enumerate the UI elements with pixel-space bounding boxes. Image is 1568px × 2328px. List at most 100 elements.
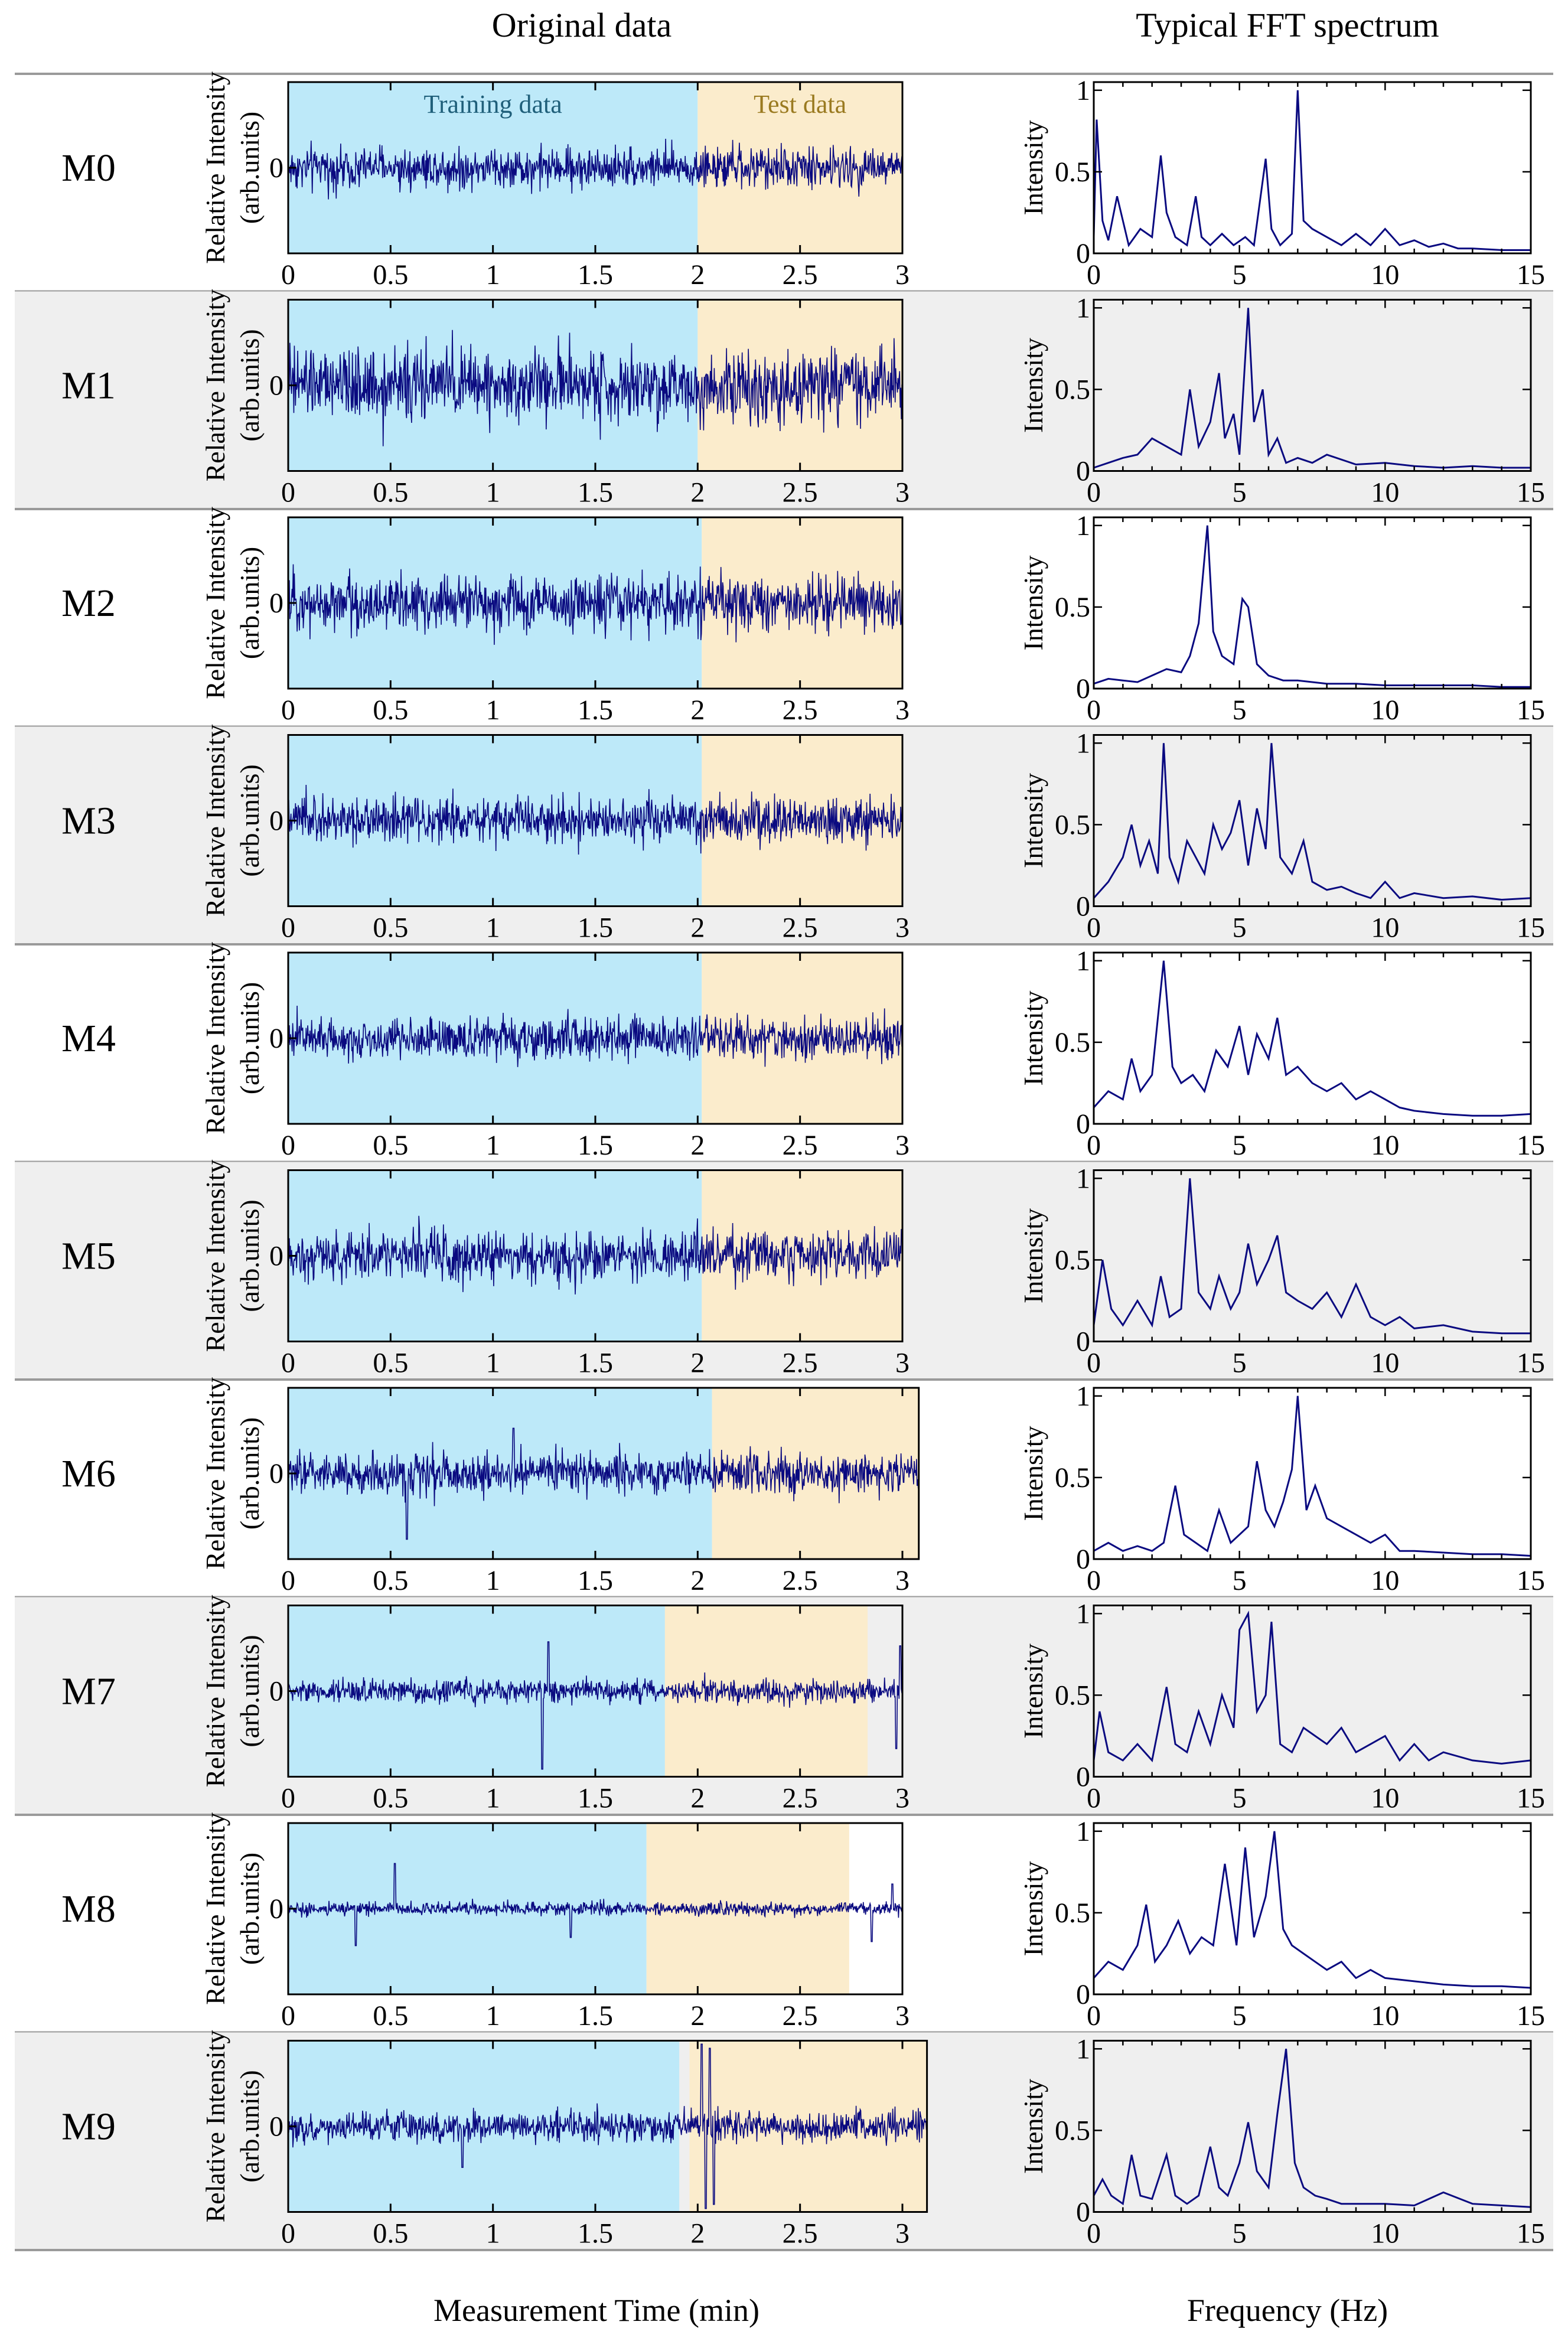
row-label: M5 [61, 1235, 116, 1278]
signal-trace [288, 1005, 903, 1067]
time-ylabel-line2: (arb.units) [234, 764, 265, 876]
row-group: M0 Training data Test data 0 0.5 1 1.5 2 2.5 3 0 Re… [61, 71, 1545, 291]
time-tick-label: 0.5 [373, 2218, 408, 2249]
signal-trace [288, 2043, 928, 2209]
time-tick-label: 0.5 [373, 477, 408, 508]
time-tick-label: 1 [486, 912, 500, 944]
fft-ytick-label: 0 [1076, 1979, 1090, 2010]
time-tick-label: 1 [486, 1130, 500, 1161]
time-ylabel-line2: (arb.units) [234, 1853, 265, 1965]
time-ytick-label: 0 [269, 1241, 283, 1272]
fft-tick-label: 0 [1087, 477, 1101, 508]
fft-tick-label: 0 [1087, 1565, 1101, 1596]
time-tick-label: 0 [281, 912, 295, 944]
time-tick-label: 1.5 [578, 1130, 613, 1161]
time-tick-label: 0 [281, 2000, 295, 2032]
row-label: M4 [61, 1017, 116, 1060]
time-tick-label: 1 [486, 695, 500, 726]
fft-tick-label: 5 [1233, 912, 1247, 944]
time-ylabel-line1: Relative Intensity [200, 942, 230, 1134]
fft-ylabel: Intensity [1018, 773, 1048, 868]
time-ylabel-line1: Relative Intensity [200, 2030, 230, 2223]
time-ylabel-line2: (arb.units) [234, 2070, 265, 2182]
time-tick-label: 2 [690, 1565, 705, 1596]
fft-ylabel: Intensity [1018, 991, 1048, 1086]
signal-trace [288, 330, 903, 446]
time-tick-label: 2.5 [783, 1348, 818, 1379]
time-ytick-label: 0 [269, 1458, 283, 1489]
time-tick-label: 1.5 [578, 695, 613, 726]
fft-ylabel: Intensity [1018, 1644, 1048, 1739]
time-ytick-label: 0 [269, 1676, 283, 1707]
time-ylabel-line1: Relative Intensity [200, 507, 230, 699]
time-tick-label: 0.5 [373, 2000, 408, 2032]
fft-tick-label: 15 [1517, 1565, 1545, 1596]
fft-spectrum-line [1093, 1396, 1531, 1557]
time-tick-label: 2.5 [783, 695, 818, 726]
time-ytick-label: 0 [269, 1893, 283, 1925]
fft-ylabel: Intensity [1018, 1861, 1048, 1957]
time-tick-label: 0.5 [373, 1130, 408, 1161]
time-tick-label: 0.5 [373, 1565, 408, 1596]
fft-ylabel: Intensity [1018, 338, 1048, 433]
time-tick-label: 2 [690, 477, 705, 508]
time-tick-label: 2 [690, 1783, 705, 1814]
fft-plot-frame [1093, 1605, 1532, 1778]
fft-tick-label: 15 [1517, 477, 1545, 508]
time-tick-label: 2.5 [783, 477, 818, 508]
time-ylabel-line1: Relative Intensity [200, 1812, 230, 2005]
time-tick-label: 1 [486, 259, 500, 291]
signal-trace [288, 1427, 920, 1540]
time-tick-label: 2.5 [783, 1130, 818, 1161]
row-label: M6 [61, 1452, 116, 1495]
fft-tick-label: 15 [1517, 912, 1545, 944]
time-tick-label: 1.5 [578, 2000, 613, 2032]
fft-tick-label: 15 [1517, 1130, 1545, 1161]
fft-ytick-label: 1 [1076, 75, 1090, 106]
time-tick-label: 2 [690, 1130, 705, 1161]
row-group: M2 0 0.5 1 1.5 2 2.5 3 0 Relative Intensity (arb.u… [61, 507, 1545, 726]
signal-trace [288, 1863, 903, 1946]
row-group: M8 0 0.5 1 1.5 2 2.5 3 0 Relative Intensity (arb.u… [61, 1812, 1545, 2032]
time-tick-label: 1.5 [578, 477, 613, 508]
fft-plot-frame [1093, 734, 1532, 907]
time-ylabel-line1: Relative Intensity [200, 289, 230, 482]
fft-ytick-label: 1 [1076, 510, 1090, 542]
time-axis-label: Measurement Time (min) [433, 2293, 759, 2328]
time-tick-label: 2.5 [783, 1565, 818, 1596]
fft-ytick-label: 0.5 [1055, 1897, 1090, 1929]
signal-trace [288, 564, 902, 645]
fft-tick-label: 15 [1517, 2218, 1545, 2249]
time-ylabel-line1: Relative Intensity [200, 1595, 230, 1788]
row-label: M8 [61, 1887, 116, 1931]
fft-ytick-label: 0 [1076, 673, 1090, 705]
time-tick-label: 3 [895, 1783, 909, 1814]
fft-ytick-label: 0 [1076, 1544, 1090, 1575]
fft-tick-label: 10 [1371, 912, 1399, 944]
fft-tick-label: 10 [1371, 2000, 1399, 2032]
fft-spectrum-line [1093, 2049, 1531, 2208]
time-tick-label: 1 [486, 2218, 500, 2249]
time-tick-label: 3 [895, 2218, 909, 2249]
row-label: M0 [61, 146, 116, 190]
fft-tick-label: 15 [1517, 2000, 1545, 2032]
time-tick-label: 0 [281, 477, 295, 508]
fft-tick-label: 0 [1087, 259, 1101, 291]
time-tick-label: 0.5 [373, 1348, 408, 1379]
fft-ytick-label: 1 [1076, 1598, 1090, 1629]
time-tick-label: 2.5 [783, 259, 818, 291]
time-tick-label: 3 [895, 1130, 909, 1161]
fft-tick-label: 0 [1087, 695, 1101, 726]
fft-tick-label: 10 [1371, 695, 1399, 726]
fft-ylabel: Intensity [1018, 1426, 1048, 1521]
fft-tick-label: 5 [1233, 2000, 1247, 2032]
fft-spectrum-line [1093, 743, 1531, 901]
row-label: M7 [61, 1670, 116, 1713]
time-tick-label: 1.5 [578, 1783, 613, 1814]
fft-tick-label: 5 [1233, 259, 1247, 291]
fft-tick-label: 10 [1371, 2218, 1399, 2249]
time-tick-label: 3 [895, 2000, 909, 2032]
time-ylabel-line2: (arb.units) [234, 329, 265, 441]
fft-tick-label: 10 [1371, 1348, 1399, 1379]
row-group: M9 0 0.5 1 1.5 2 2.5 3 0 Relative Intensity (arb.u… [61, 2030, 1545, 2249]
